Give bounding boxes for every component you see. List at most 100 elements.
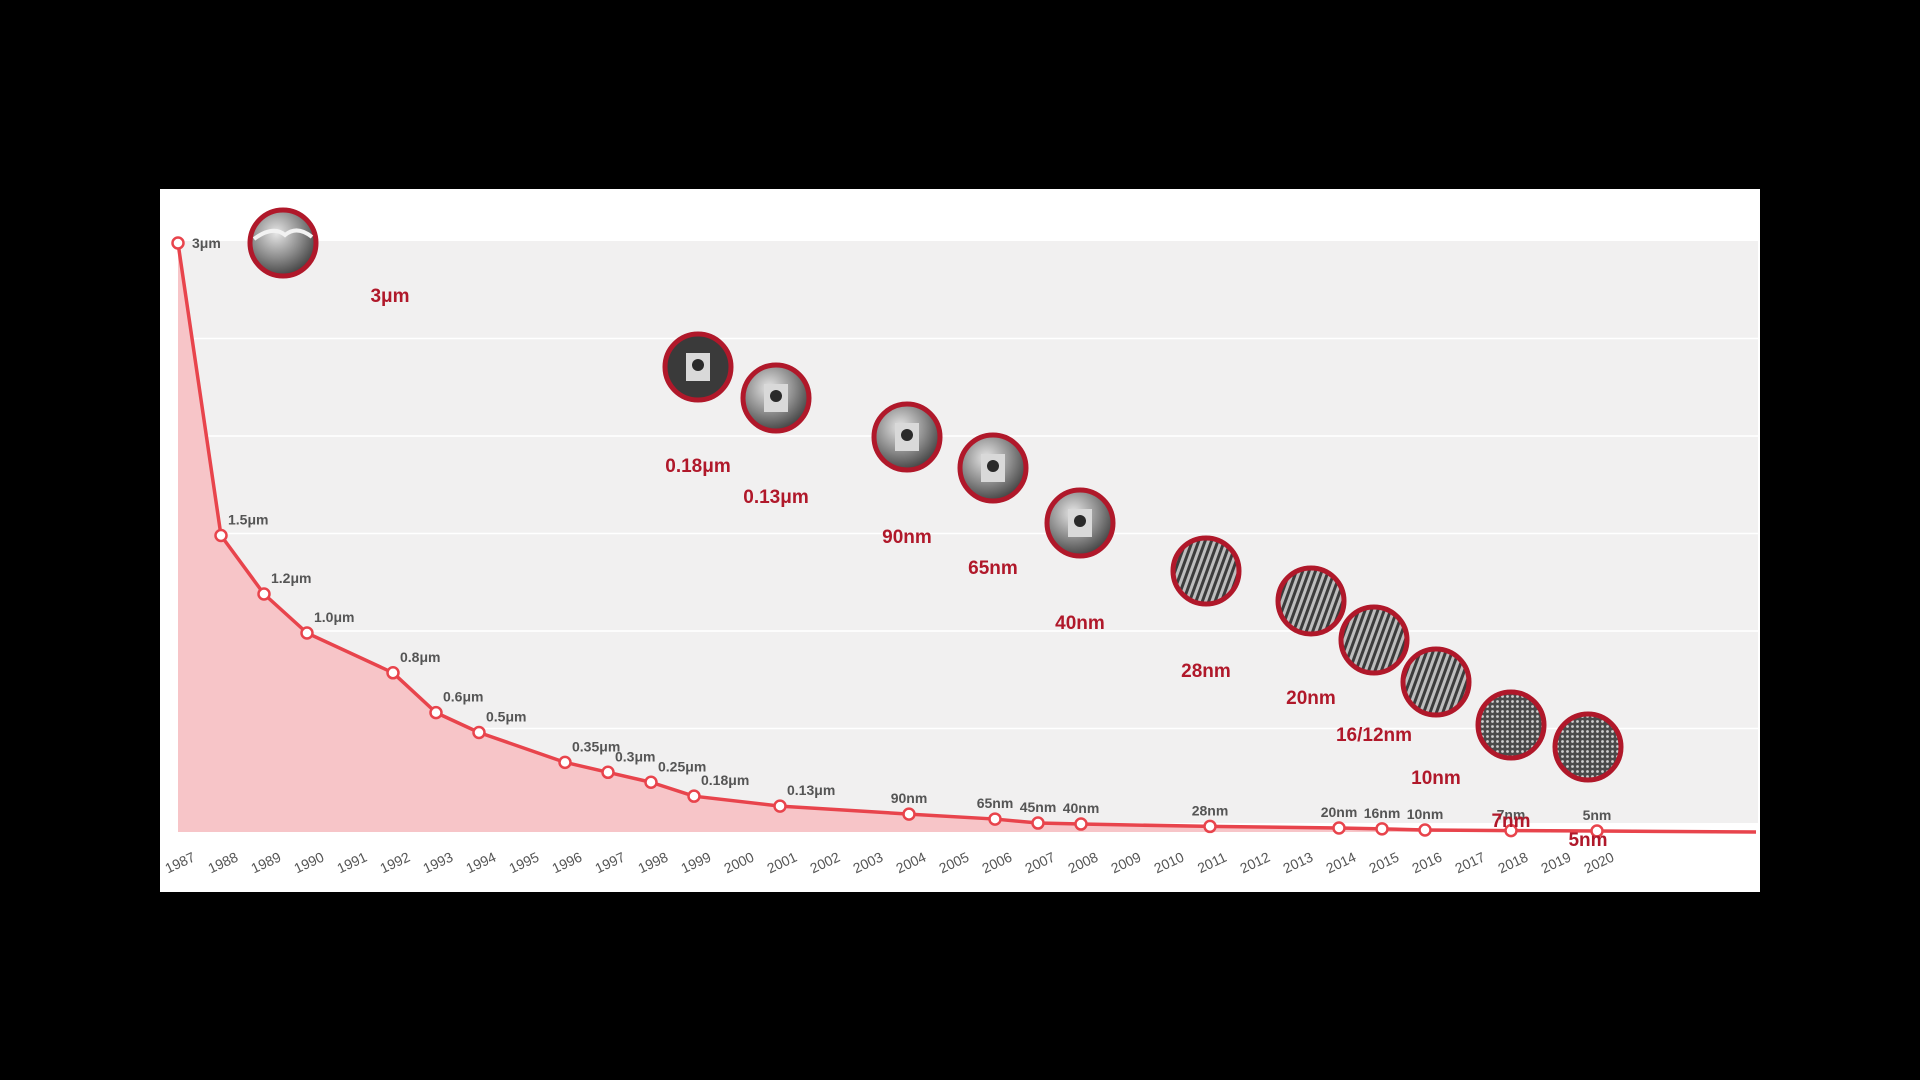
- data-point: [386, 666, 400, 680]
- micrograph-detail-icon: [692, 359, 704, 371]
- node-sem-micrograph-0.13um: 0.13μm: [740, 362, 812, 508]
- x-tick-label: 2006: [979, 849, 1014, 877]
- node-label: 0.13μm: [743, 487, 809, 508]
- data-label: 0.18μm: [701, 772, 749, 788]
- x-tick-label: 2014: [1323, 849, 1358, 877]
- data-label: 0.8μm: [400, 649, 440, 665]
- data-label: 10nm: [1407, 806, 1444, 822]
- x-tick-label: 1987: [162, 849, 197, 877]
- data-label: 20nm: [1321, 804, 1358, 820]
- x-tick-label: 1994: [463, 849, 498, 877]
- x-tick-label: 1991: [334, 849, 369, 877]
- node-label: 16/12nm: [1336, 725, 1412, 746]
- x-tick-label: 1989: [248, 849, 283, 877]
- point-label-layer: 3μm1.5μm1.2μm1.0μm0.8μm0.6μm0.5μm0.35μm0…: [192, 235, 1611, 823]
- data-point: [472, 725, 486, 740]
- x-tick-label: 2007: [1022, 849, 1057, 877]
- micrograph-icon: [1275, 565, 1347, 637]
- data-point: [558, 755, 572, 770]
- data-point: [1590, 824, 1604, 838]
- data-label: 65nm: [977, 795, 1014, 811]
- data-point: [257, 587, 271, 601]
- x-tick-label: 2003: [850, 849, 885, 877]
- x-tick-label: 2019: [1538, 849, 1573, 877]
- data-point: [988, 812, 1002, 826]
- x-axis-ticks: 1987 1988 1989 1990 1991 1992 1993 1994 1995 1996…: [162, 849, 1616, 877]
- micrograph-icon: [1475, 689, 1547, 761]
- data-point: [687, 789, 701, 803]
- x-tick-label: 2012: [1237, 849, 1272, 877]
- data-point: [171, 236, 185, 250]
- node-label: 65nm: [968, 558, 1018, 579]
- x-tick-label: 1988: [205, 849, 240, 877]
- node-label: 5nm: [1568, 830, 1607, 851]
- node-sem-micrograph-3um: 3μm: [247, 207, 410, 307]
- micrograph-detail-icon: [252, 228, 314, 241]
- micrograph-icon: [1400, 646, 1472, 718]
- x-tick-label: 2018: [1495, 849, 1530, 877]
- x-tick-label: 2015: [1366, 849, 1401, 877]
- node-label: 3μm: [370, 286, 409, 307]
- x-tick-label: 2013: [1280, 849, 1315, 877]
- data-point: [1504, 823, 1518, 838]
- data-label: 45nm: [1020, 799, 1057, 815]
- node-label: 10nm: [1411, 768, 1461, 789]
- x-tick-label: 1999: [678, 849, 713, 877]
- x-tick-label: 2011: [1195, 849, 1229, 876]
- data-point: [300, 626, 314, 640]
- chart-panel: 3μm 1.5μm 1.2μm 1.0μm 0.8μm 0.6μm 0.5μm 0.35μm 0…: [160, 189, 1760, 892]
- node-sem-micrograph-7nm: 7nm: [1475, 689, 1547, 832]
- micrograph-icon: [247, 207, 319, 279]
- x-tick-label: 2010: [1151, 849, 1186, 877]
- data-point: [429, 705, 443, 720]
- node-image-layer: 3μm0.18μm0.13μm90nm65nm40nm28nm20nm16/12…: [247, 207, 1624, 851]
- micrograph-icon: [1338, 604, 1410, 676]
- x-tick-label: 1998: [635, 849, 670, 877]
- node-label: 28nm: [1181, 661, 1231, 682]
- x-tick-label: 1993: [420, 849, 455, 877]
- data-label: 0.6μm: [443, 689, 483, 705]
- micrograph-icon: [1552, 711, 1624, 783]
- node-sem-micrograph-40nm: 40nm: [1044, 487, 1116, 634]
- node-sem-micrograph-0.18um: 0.18μm: [662, 331, 734, 477]
- area-layer: [178, 243, 1756, 833]
- node-sem-micrograph-90nm: 90nm: [871, 401, 943, 548]
- node-label: 7nm: [1491, 811, 1530, 832]
- node-sem-micrograph-10nm: 10nm: [1400, 646, 1472, 789]
- data-point: [644, 775, 658, 789]
- data-point: [902, 807, 916, 821]
- x-tick-label: 1996: [549, 849, 584, 877]
- micrograph-detail-icon: [770, 390, 782, 402]
- x-tick-label: 1995: [506, 849, 541, 877]
- x-tick-label: 1997: [592, 849, 627, 877]
- process-node-chart: 3μm1.5μm1.2μm1.0μm0.8μm0.6μm0.5μm0.35μm0…: [162, 207, 1758, 877]
- node-label: 0.18μm: [665, 456, 731, 477]
- x-tick-label: 2000: [721, 849, 756, 877]
- data-point: [1203, 819, 1217, 834]
- node-sem-micrograph-65nm: 65nm: [957, 432, 1029, 579]
- node-sem-micrograph-20nm: 20nm: [1275, 565, 1347, 709]
- micrograph-icon: [1170, 535, 1242, 607]
- data-point: [773, 799, 787, 813]
- x-tick-label: 2020: [1581, 849, 1616, 877]
- x-tick-label: 1990: [291, 849, 326, 877]
- micrograph-detail-icon: [901, 429, 913, 441]
- point-layer: [171, 236, 1604, 838]
- micrograph-detail-icon: [1074, 515, 1086, 527]
- x-tick-label: 2002: [807, 849, 842, 877]
- node-label: 20nm: [1286, 688, 1336, 709]
- x-tick-label: 2008: [1065, 849, 1100, 877]
- x-tick-label: 2001: [764, 849, 799, 877]
- x-tick-label: 2017: [1452, 849, 1487, 877]
- data-label: 1.5μm: [228, 512, 268, 528]
- data-label: 7nm: [1497, 807, 1526, 823]
- data-label: 1.0μm: [314, 609, 354, 625]
- data-label: 16nm: [1364, 805, 1401, 821]
- node-label: 90nm: [882, 527, 932, 548]
- node-sem-micrograph-28nm: 28nm: [1170, 535, 1242, 682]
- data-label: 0.35μm: [572, 738, 620, 754]
- data-label: 1.2μm: [271, 570, 311, 586]
- data-label: 0.3μm: [615, 748, 655, 764]
- x-tick-label: 2005: [936, 849, 971, 877]
- data-label: 40nm: [1063, 800, 1100, 816]
